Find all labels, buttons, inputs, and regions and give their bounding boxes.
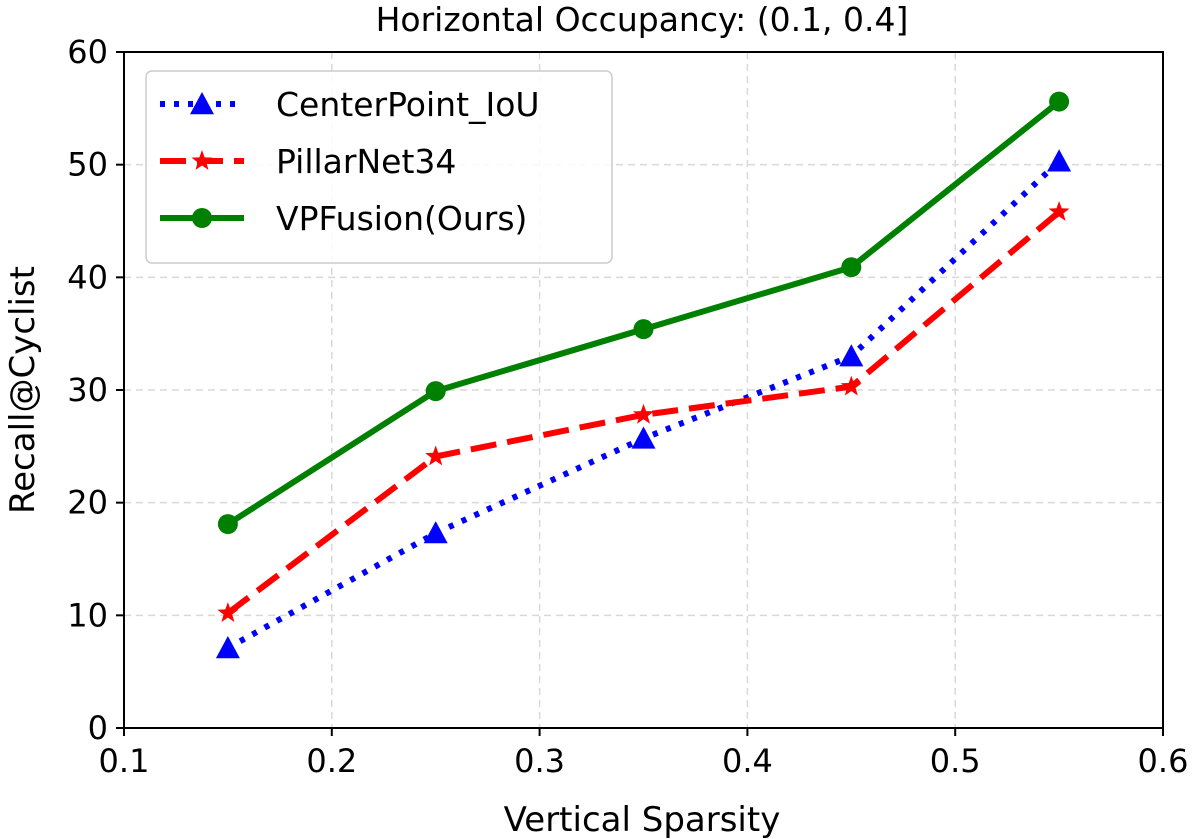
x-tick-label: 0.4 xyxy=(722,742,773,780)
legend-item: VPFusion(Ours) xyxy=(160,199,527,238)
data-point xyxy=(1047,149,1072,172)
data-point xyxy=(423,521,448,544)
x-tick-label: 0.6 xyxy=(1138,742,1189,780)
data-point xyxy=(217,602,239,622)
legend-label: VPFusion(Ours) xyxy=(276,199,527,238)
x-tick-label: 0.5 xyxy=(930,742,981,780)
legend-item: CenterPoint_IoU xyxy=(160,85,540,124)
legend-box xyxy=(145,70,613,264)
legend-marker xyxy=(192,208,212,228)
y-tick-label: 0 xyxy=(88,709,108,747)
y-tick-label: 30 xyxy=(67,371,108,409)
tick-layer: 0.1 0.2 0.3 0.4 0.5 0.6 0 10 20 30 40 50 60 xyxy=(67,33,1188,780)
data-point xyxy=(631,426,656,449)
data-point xyxy=(1048,201,1070,221)
data-point xyxy=(215,636,240,659)
x-tick-label: 0.2 xyxy=(306,742,357,780)
data-point xyxy=(217,514,238,535)
y-tick-label: 60 xyxy=(67,33,108,71)
series-centerpoint-iou xyxy=(215,149,1072,659)
x-tick-label: 0.1 xyxy=(99,742,150,780)
legend-label: CenterPoint_IoU xyxy=(276,85,540,124)
y-tick-label: 10 xyxy=(67,596,108,634)
chart-title: Horizontal Occupancy: (0.1, 0.4] xyxy=(376,0,909,39)
legend-marker xyxy=(191,150,213,170)
series-pillarnet34 xyxy=(217,201,1070,622)
legend-item: PillarNet34 xyxy=(160,142,456,181)
legend-marker xyxy=(190,92,214,115)
data-point xyxy=(841,257,862,278)
x-axis-label: Vertical Sparsity xyxy=(504,800,781,839)
y-tick-label: 50 xyxy=(67,146,108,184)
data-point xyxy=(1049,91,1070,112)
data-point xyxy=(633,403,654,424)
data-point xyxy=(840,375,862,396)
data-point xyxy=(633,319,654,340)
data-point xyxy=(839,344,864,367)
y-axis-label: Recall@Cyclist xyxy=(3,266,43,514)
data-point xyxy=(425,381,446,402)
legend: CenterPoint_IoU PillarNet34 VPFusion(Ours) xyxy=(145,70,613,264)
y-tick-label: 40 xyxy=(67,258,108,296)
legend-label: PillarNet34 xyxy=(276,142,456,181)
legend-items: CenterPoint_IoU PillarNet34 VPFusion(Ours) xyxy=(160,85,540,238)
series-line xyxy=(226,209,1062,616)
data-point xyxy=(425,445,447,466)
series-layer xyxy=(215,91,1072,659)
series-vpfusion-ours xyxy=(217,91,1070,535)
x-tick-label: 0.3 xyxy=(514,742,565,780)
y-tick-label: 20 xyxy=(67,484,108,522)
